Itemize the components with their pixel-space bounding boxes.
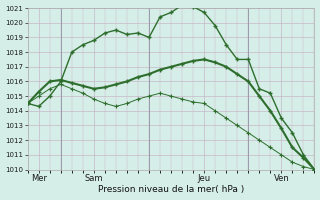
X-axis label: Pression niveau de la mer( hPa ): Pression niveau de la mer( hPa ) — [98, 185, 244, 194]
